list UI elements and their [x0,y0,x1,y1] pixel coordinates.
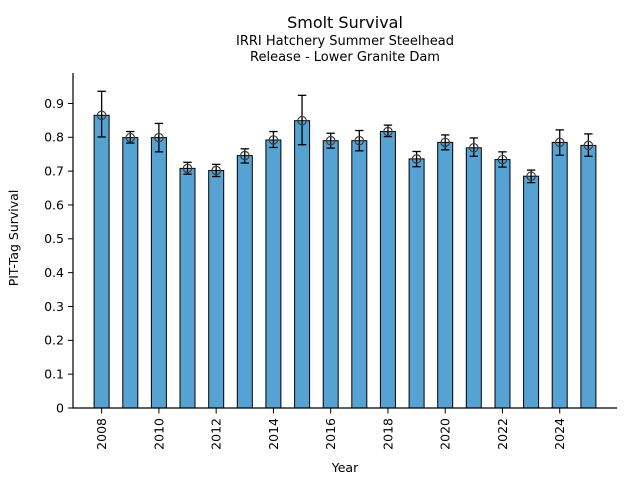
x-tick-label-2018: 2018 [380,418,395,450]
marker-2018 [383,126,393,137]
bar-2021 [465,147,482,409]
marker-2011 [182,163,193,174]
y-tick-label: 0.1 [44,366,64,381]
marker-2017 [354,135,365,146]
marker-2019 [411,154,422,164]
chart-subtitle-line2: Release - Lower Granite Dam [250,50,440,65]
bar-2022 [494,159,511,409]
x-axis-label: Year [331,460,359,475]
x-tick-label-2016: 2016 [323,418,338,450]
marker-2012 [211,165,221,176]
bar-2010 [150,137,167,409]
bar-2008 [93,114,110,409]
x-tick-label-2014: 2014 [266,418,281,450]
y-tick-label: 0.3 [44,299,64,314]
y-tick-label: 0.6 [44,197,64,212]
marker-2021 [469,142,479,153]
bar-2023 [523,175,540,409]
plot-area: 0 0.1 0.2 0.3 0.4 0.5 0.6 0.7 0.8 0.9 2008 2010 2012… [44,73,617,450]
y-axis-label: PIT-Tag Survival [6,190,21,287]
y-tick-label: 0.8 [44,130,64,145]
bar-2011 [179,167,196,409]
y-tick-label: 0.4 [44,265,64,280]
bar-2020 [437,141,454,409]
bar-2013 [236,155,253,409]
bar-2018 [379,131,396,409]
bar-2009 [122,137,139,409]
marker-2022 [497,154,508,165]
bar-2025 [580,144,597,409]
marker-2014 [268,135,279,145]
y-tick-label: 0.7 [44,163,64,178]
x-tick-label-2022: 2022 [495,418,510,450]
x-tick-label-2010: 2010 [151,418,166,450]
bar-2019 [408,158,425,409]
marker-2020 [440,137,451,148]
bar-2016 [322,140,339,409]
marker-2009 [125,132,136,143]
marker-2025 [583,140,594,151]
marker-2008 [96,110,107,121]
bar-2012 [208,170,225,409]
x-tick-label-2008: 2008 [94,418,109,450]
y-tick-label: 0 [56,400,64,415]
x-tick-label-2024: 2024 [552,418,567,450]
y-tick-label: 0.2 [44,333,64,348]
x-tick-label-2020: 2020 [438,418,453,450]
bar-2014 [265,139,282,409]
marker-2016 [325,135,336,146]
chart-subtitle-line1: IRRI Hatchery Summer Steelhead [236,34,454,49]
bar-2017 [351,140,368,409]
marker-2013 [239,150,250,161]
marker-2010 [154,132,164,143]
y-tick-label: 0.9 [44,96,64,111]
y-tick-label: 0.5 [44,231,64,246]
marker-2024 [554,137,565,148]
bar-2015 [294,120,311,409]
marker-2015 [297,115,307,126]
x-tick-label-2012: 2012 [209,418,224,450]
chart-title: Smolt Survival [287,13,403,32]
marker-2023 [526,171,536,182]
bar-2024 [551,141,568,409]
